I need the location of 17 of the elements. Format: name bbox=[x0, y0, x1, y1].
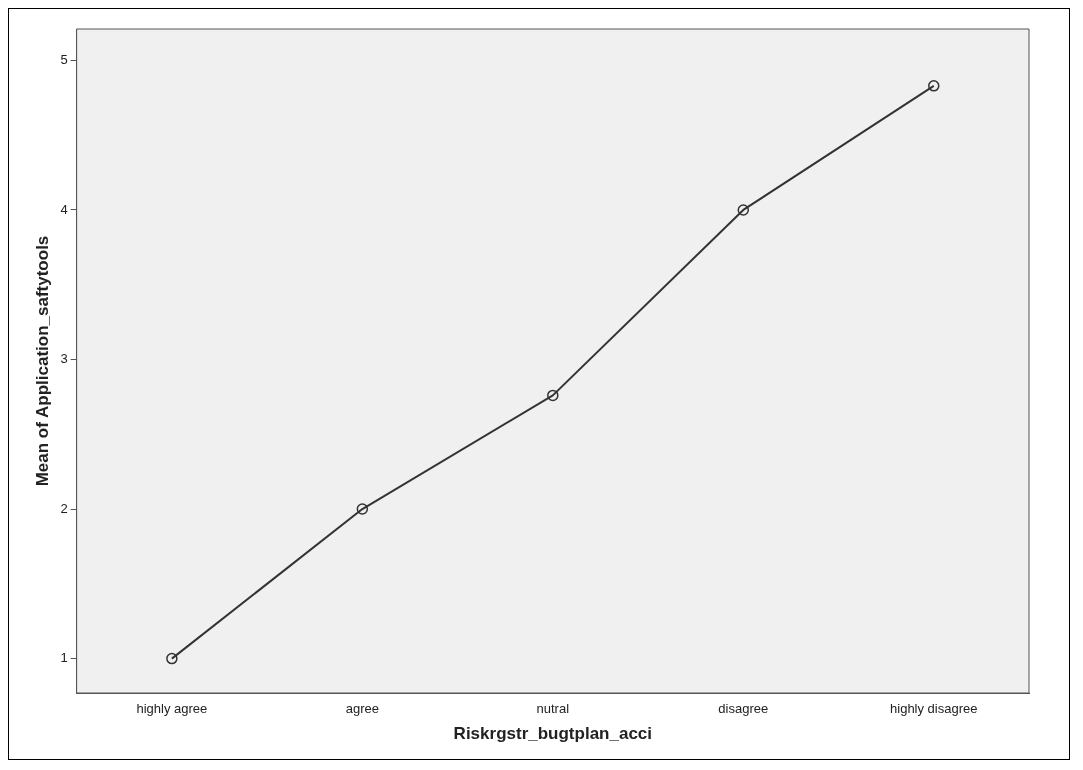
x-tick-label: highly disagree bbox=[890, 701, 978, 717]
y-axis-title: Mean of Application_saftytools bbox=[32, 235, 52, 487]
y-tick-label: 2 bbox=[60, 500, 68, 516]
x-tick-label: agree bbox=[345, 701, 379, 717]
x-tick-label: nutral bbox=[536, 701, 570, 717]
y-tick-label: 5 bbox=[60, 51, 68, 67]
y-tick-label: 4 bbox=[60, 201, 68, 217]
point bbox=[356, 503, 369, 515]
point bbox=[547, 389, 559, 402]
x-tick-label: disagree bbox=[718, 701, 769, 717]
y-tick-label: 1 bbox=[60, 650, 68, 666]
x-axis-title: Riskrgstr_bugtplan_acci bbox=[453, 724, 653, 744]
point bbox=[166, 652, 178, 665]
point bbox=[928, 80, 940, 92]
x-tick-label: highly agree bbox=[136, 701, 208, 717]
y-tick-label: 3 bbox=[60, 351, 68, 367]
point bbox=[737, 204, 750, 216]
